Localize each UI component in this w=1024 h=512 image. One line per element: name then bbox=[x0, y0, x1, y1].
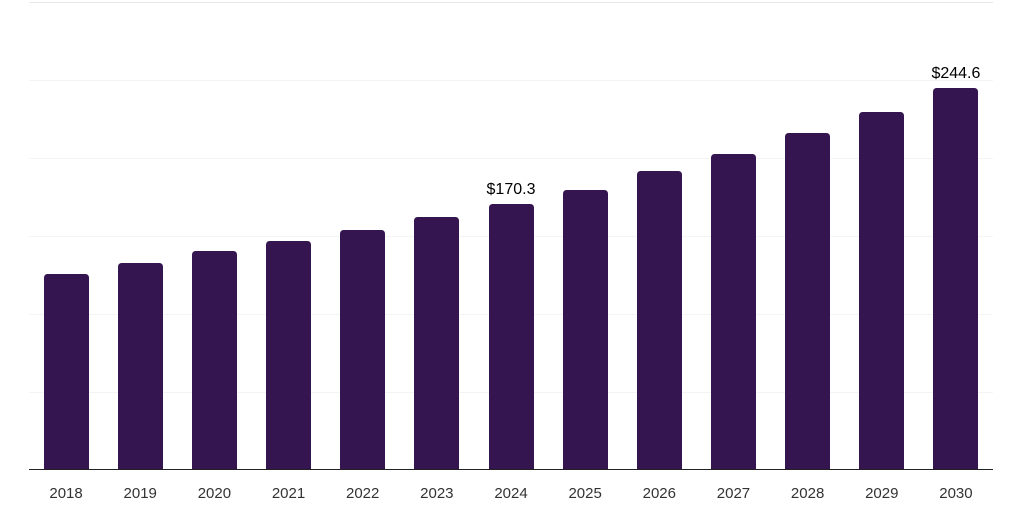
bar-2030 bbox=[933, 88, 979, 470]
bar-2028 bbox=[785, 133, 831, 470]
x-tick-2020: 2020 bbox=[197, 485, 232, 502]
gridline-250 bbox=[29, 79, 993, 81]
bar-2024 bbox=[488, 204, 534, 470]
x-tick-2022: 2022 bbox=[346, 485, 380, 502]
bar-2022 bbox=[340, 230, 386, 470]
data-label-2030: $244.6 bbox=[931, 65, 981, 83]
x-tick-2018: 2018 bbox=[49, 485, 83, 502]
bar-2025 bbox=[562, 190, 608, 470]
bar-2019 bbox=[117, 263, 163, 470]
bar-2026 bbox=[636, 171, 682, 470]
bar-2029 bbox=[859, 112, 905, 470]
x-tick-2021: 2021 bbox=[271, 485, 306, 502]
bar-2023 bbox=[414, 217, 460, 470]
gridline-300 bbox=[29, 2, 993, 3]
x-tick-2023: 2023 bbox=[420, 485, 454, 502]
gridline-200 bbox=[29, 157, 993, 159]
data-label-2024: $170.3 bbox=[486, 181, 536, 199]
x-tick-2025: 2025 bbox=[568, 485, 602, 502]
bar-2021 bbox=[266, 240, 312, 470]
x-tick-2029: 2029 bbox=[865, 485, 899, 502]
x-axis-line bbox=[29, 469, 993, 471]
x-tick-2019: 2019 bbox=[123, 485, 157, 502]
x-tick-2030: 2030 bbox=[939, 485, 973, 502]
x-tick-2028: 2028 bbox=[790, 485, 825, 502]
bar-2020 bbox=[191, 251, 237, 470]
x-tick-2027: 2027 bbox=[716, 485, 751, 502]
bar-2027 bbox=[710, 154, 756, 470]
bar-2018 bbox=[43, 273, 89, 470]
x-tick-2026: 2026 bbox=[642, 485, 676, 502]
x-tick-2024: 2024 bbox=[494, 485, 528, 502]
